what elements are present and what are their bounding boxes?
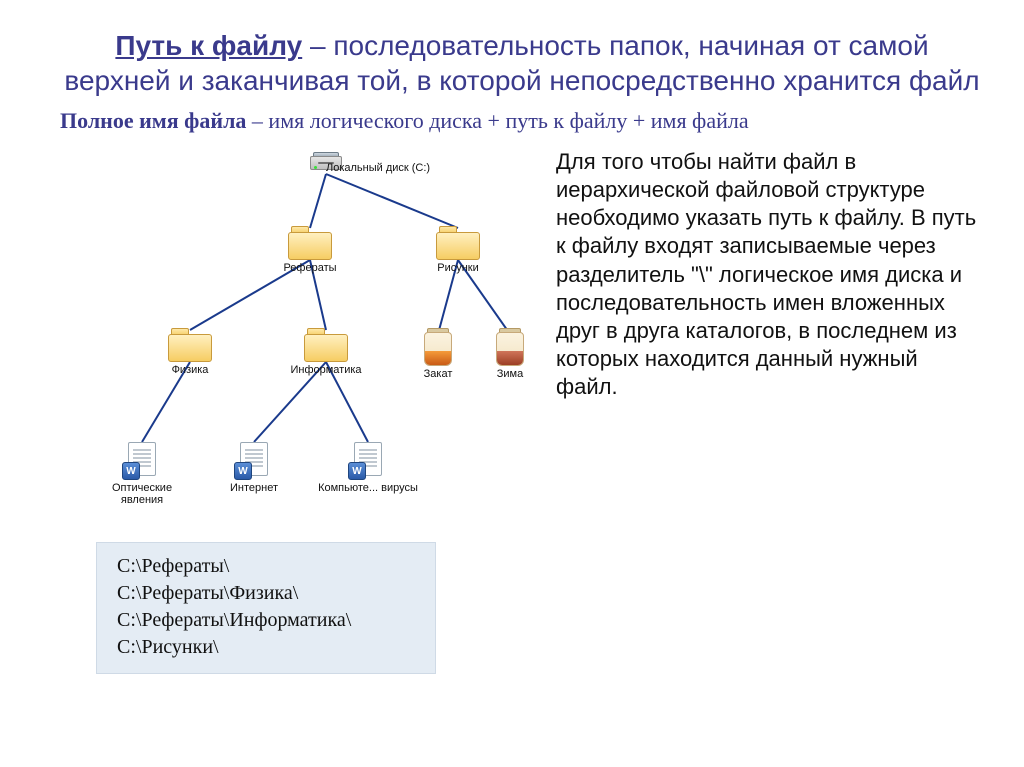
tree-node-label: Зима bbox=[497, 368, 523, 380]
image-icon bbox=[496, 332, 524, 366]
tree-node-ris: Рисунки bbox=[422, 226, 494, 274]
document-icon: W bbox=[348, 440, 388, 480]
tree-node-label: Интернет bbox=[230, 482, 278, 494]
tree-node-zak: Закат bbox=[402, 332, 474, 380]
subtitle-line: Полное имя файла – имя логического диска… bbox=[60, 108, 984, 134]
tree-node-opt: WОптические явления bbox=[92, 440, 192, 506]
tree-node-label: Локальный диск (С:) bbox=[326, 162, 436, 174]
folder-icon bbox=[288, 226, 332, 260]
folder-icon bbox=[304, 328, 348, 362]
document-icon: W bbox=[122, 440, 162, 480]
folder-icon bbox=[168, 328, 212, 362]
path-line: С:\Рисунки\ bbox=[117, 634, 415, 661]
tree-node-label: Закат bbox=[424, 368, 453, 380]
subtitle-def: – имя логического диска + путь к файлу +… bbox=[246, 108, 748, 133]
tree-node-ref: Рефераты bbox=[274, 226, 346, 274]
left-column: Локальный диск (С:) Рефераты Рисунки Физика… bbox=[60, 144, 540, 674]
folder-icon bbox=[436, 226, 480, 260]
path-line: С:\Рефераты\Информатика\ bbox=[117, 607, 415, 634]
tree-node-label: Компьюте... вирусы bbox=[318, 482, 418, 494]
tree-node-fiz: Физика bbox=[154, 328, 226, 376]
tree-node-label: Рефераты bbox=[283, 262, 336, 274]
subtitle-term: Полное имя файла bbox=[60, 108, 246, 133]
document-icon: W bbox=[234, 440, 274, 480]
path-line: С:\Рефераты\Физика\ bbox=[117, 580, 415, 607]
main-row: Локальный диск (С:) Рефераты Рисунки Физика… bbox=[60, 144, 984, 674]
tree-node-root: Локальный диск (С:) bbox=[290, 152, 362, 174]
paths-box: С:\Рефераты\С:\Рефераты\Физика\С:\Рефера… bbox=[96, 542, 436, 674]
tree-node-inf: Информатика bbox=[290, 328, 362, 376]
tree-node-label: Физика bbox=[172, 364, 209, 376]
tree-node-label: Информатика bbox=[290, 364, 361, 376]
tree-node-int: W Интернет bbox=[218, 440, 290, 494]
body-text: Для того чтобы найти файл в иерархическо… bbox=[556, 144, 984, 674]
path-line: С:\Рефераты\ bbox=[117, 553, 415, 580]
image-icon bbox=[424, 332, 452, 366]
tree-node-label: Рисунки bbox=[437, 262, 479, 274]
file-tree-diagram: Локальный диск (С:) Рефераты Рисунки Физика… bbox=[60, 144, 540, 534]
title-heading: Путь к файлу – последовательность папок,… bbox=[60, 28, 984, 98]
tree-node-zim: Зима bbox=[474, 332, 546, 380]
tree-node-label: Оптические явления bbox=[92, 482, 192, 506]
tree-node-vir: W Компьюте... вирусы bbox=[318, 440, 418, 494]
title-term: Путь к файлу bbox=[115, 30, 302, 61]
